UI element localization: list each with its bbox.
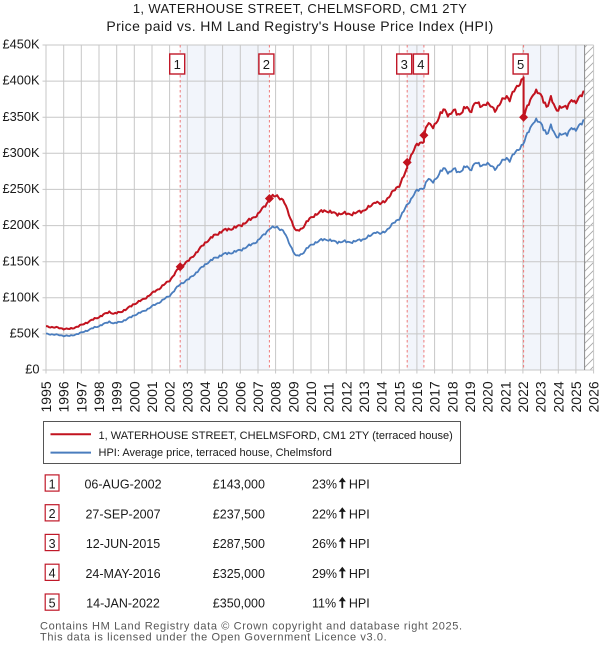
svg-text:1997: 1997 [73,381,89,412]
svg-text:2025: 2025 [568,381,584,412]
svg-text:14-JAN-2022: 14-JAN-2022 [86,597,160,611]
svg-text:2022: 2022 [515,381,531,412]
svg-text:HPI: Average price, terraced h: HPI: Average price, terraced house, Chel… [99,447,332,459]
svg-text:2: 2 [263,57,270,72]
svg-text:4: 4 [417,57,424,72]
svg-text:£250K: £250K [2,181,39,196]
svg-text:2000: 2000 [126,381,142,412]
svg-text:£400K: £400K [2,73,39,88]
svg-text:1, WATERHOUSE STREET, CHELMSFO: 1, WATERHOUSE STREET, CHELMSFORD, CM1 2T… [99,430,453,442]
svg-text:£50K: £50K [10,326,40,341]
svg-text:£100K: £100K [2,289,39,304]
svg-text:5: 5 [49,596,56,610]
svg-text:2013: 2013 [356,381,372,412]
svg-text:11%: 11% [312,597,336,611]
svg-text:2021: 2021 [497,381,513,412]
svg-text:2006: 2006 [232,381,248,412]
svg-text:1995: 1995 [38,381,54,412]
svg-text:This data is licensed under th: This data is licensed under the Open Gov… [40,632,387,644]
svg-text:2009: 2009 [285,381,301,412]
svg-text:2015: 2015 [391,381,407,412]
svg-text:2004: 2004 [197,381,213,412]
svg-text:2020: 2020 [480,381,496,412]
svg-text:£450K: £450K [2,37,39,52]
svg-text:Price paid vs. HM Land Registr: Price paid vs. HM Land Registry's House … [106,18,493,34]
svg-text:12-JUN-2015: 12-JUN-2015 [86,537,160,551]
svg-text:HPI: HPI [349,597,370,611]
svg-text:2026: 2026 [586,381,600,412]
svg-text:1, WATERHOUSE STREET, CHELMSFO: 1, WATERHOUSE STREET, CHELMSFORD, CM1 2T… [133,1,467,16]
svg-text:2008: 2008 [268,381,284,412]
svg-text:2005: 2005 [215,381,231,412]
svg-text:2011: 2011 [321,382,337,412]
svg-text:4: 4 [49,567,56,581]
svg-text:2: 2 [49,507,56,521]
svg-text:£350,000: £350,000 [213,597,265,611]
svg-text:£0: £0 [25,362,39,377]
svg-text:1998: 1998 [91,381,107,412]
svg-text:£300K: £300K [2,145,39,160]
svg-text:£287,500: £287,500 [213,537,265,551]
svg-text:2007: 2007 [250,381,266,412]
svg-text:3: 3 [49,537,56,551]
svg-text:2017: 2017 [427,381,443,412]
svg-text:29%: 29% [312,567,337,581]
svg-text:£325,000: £325,000 [213,567,265,581]
svg-text:£143,000: £143,000 [213,478,265,492]
svg-text:HPI: HPI [349,478,370,492]
svg-text:2012: 2012 [338,381,354,412]
svg-text:HPI: HPI [349,537,370,551]
svg-text:2002: 2002 [162,381,178,412]
svg-text:HPI: HPI [349,507,370,521]
svg-text:2018: 2018 [444,381,460,412]
svg-text:£150K: £150K [2,253,39,268]
svg-text:1: 1 [174,57,181,72]
svg-text:2016: 2016 [409,381,425,412]
svg-text:2010: 2010 [303,381,319,412]
svg-text:2003: 2003 [179,381,195,412]
svg-text:HPI: HPI [349,567,370,581]
svg-text:2001: 2001 [144,381,160,412]
svg-text:£237,500: £237,500 [213,507,265,521]
svg-text:1996: 1996 [56,381,72,412]
svg-text:1999: 1999 [109,381,125,412]
svg-text:27-SEP-2007: 27-SEP-2007 [85,507,160,521]
svg-text:26%: 26% [312,537,337,551]
svg-text:£350K: £350K [2,109,39,124]
svg-text:£200K: £200K [2,217,39,232]
svg-text:5: 5 [517,57,524,72]
svg-text:06-AUG-2002: 06-AUG-2002 [84,478,161,492]
svg-text:3: 3 [401,57,408,72]
svg-text:22%: 22% [312,507,337,521]
svg-text:2014: 2014 [374,381,390,412]
svg-text:24-MAY-2016: 24-MAY-2016 [85,567,160,581]
svg-text:2023: 2023 [533,381,549,412]
svg-text:Contains HM Land Registry data: Contains HM Land Registry data © Crown c… [40,621,463,633]
svg-text:2019: 2019 [462,381,478,412]
svg-text:1: 1 [49,477,56,491]
svg-text:23%: 23% [312,478,337,492]
svg-text:2024: 2024 [550,381,566,412]
